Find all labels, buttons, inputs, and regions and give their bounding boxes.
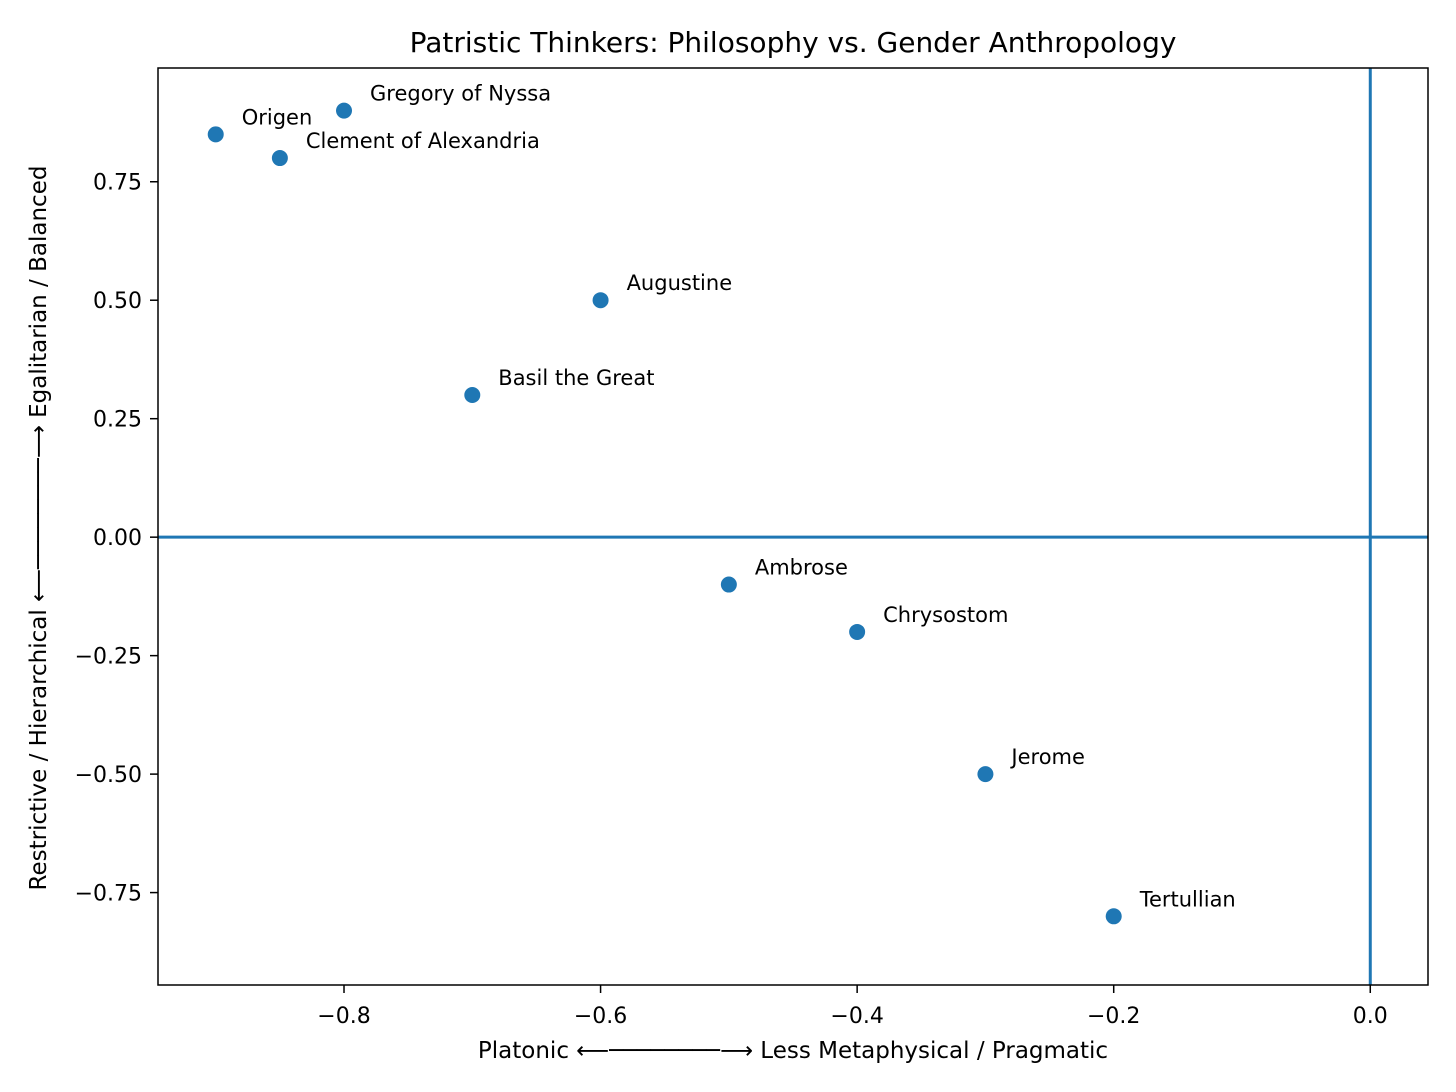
plot-area: −0.8 −0.6 −0.4 −0.2 0.0 −0.75 −0.50 −0.25 0.00 0.… xyxy=(75,67,1429,1029)
data-point xyxy=(336,102,353,119)
axes-frame xyxy=(157,67,1429,986)
y-tick-label: −0.75 xyxy=(75,882,142,907)
data-point xyxy=(271,150,288,167)
data-point xyxy=(977,766,994,783)
point-label: Jerome xyxy=(1009,745,1085,769)
y-tick-label: 0.50 xyxy=(93,289,142,314)
data-point xyxy=(592,292,609,309)
point-label: Origen xyxy=(242,105,313,129)
data-point xyxy=(849,623,866,640)
y-tick-label: 0.00 xyxy=(93,526,142,551)
data-point xyxy=(720,576,737,593)
data-point xyxy=(1105,908,1122,925)
point-label: Tertullian xyxy=(1139,887,1236,911)
point-label: Gregory of Nyssa xyxy=(370,82,551,106)
x-tick-label: 0.0 xyxy=(1353,1004,1388,1029)
y-axis-label: Restrictive / Hierarchical ⟵────────⟶ Eg… xyxy=(26,166,52,891)
x-axis-label: Platonic ⟵────────⟶ Less Metaphysical / … xyxy=(478,1038,1108,1064)
y-tick-label: 0.25 xyxy=(93,408,142,433)
chart-title: Patristic Thinkers: Philosophy vs. Gende… xyxy=(410,26,1177,59)
y-tick-label: −0.25 xyxy=(75,645,142,670)
x-tick-label: −0.4 xyxy=(830,1004,883,1029)
data-point xyxy=(207,126,224,143)
point-label: Basil the Great xyxy=(498,366,654,390)
point-label: Augustine xyxy=(627,271,733,295)
x-tick-label: −0.2 xyxy=(1087,1004,1140,1029)
y-tick-label: −0.50 xyxy=(75,763,142,788)
point-label: Chrysostom xyxy=(883,603,1008,627)
point-label: Clement of Alexandria xyxy=(306,129,540,153)
x-tick-label: −0.8 xyxy=(317,1004,370,1029)
x-tick-label: −0.6 xyxy=(574,1004,627,1029)
y-tick-label: 0.75 xyxy=(93,171,142,196)
data-point xyxy=(464,386,481,403)
point-label: Ambrose xyxy=(755,556,848,580)
